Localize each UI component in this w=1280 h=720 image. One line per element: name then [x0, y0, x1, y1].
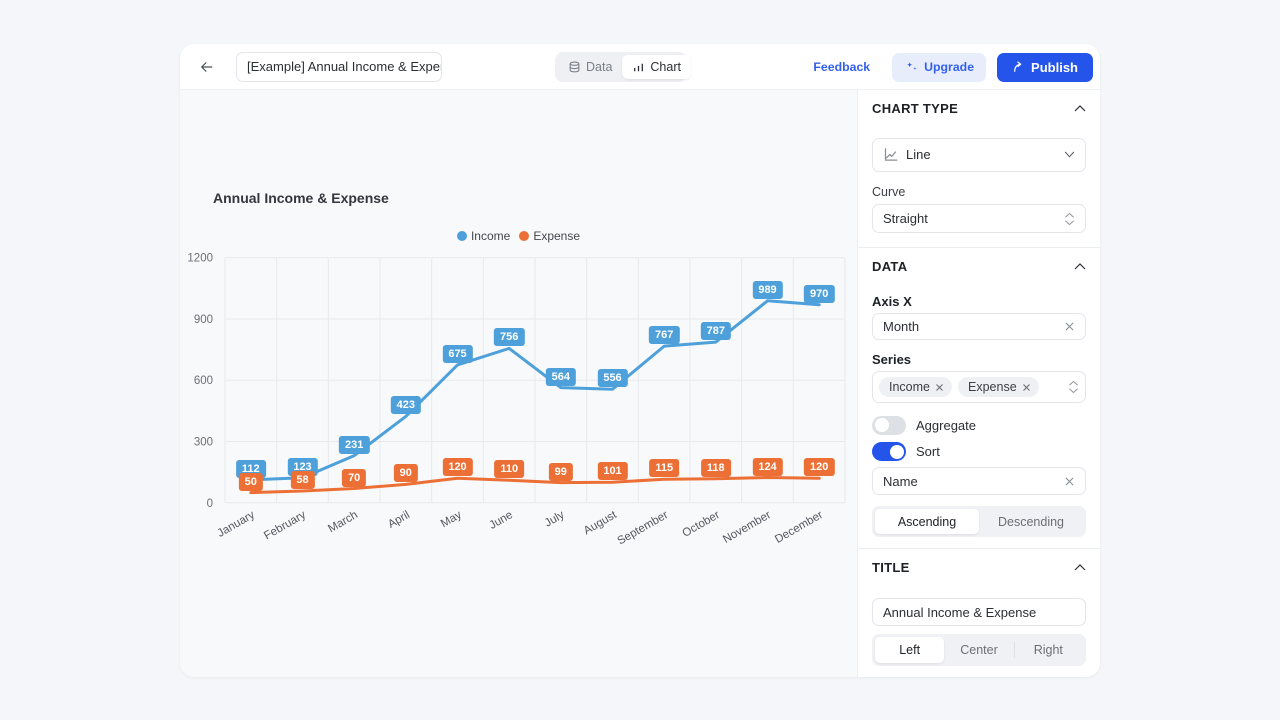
svg-text:1200: 1200 [187, 253, 213, 265]
svg-text:0: 0 [207, 498, 213, 510]
svg-text:600: 600 [194, 375, 213, 387]
svg-text:300: 300 [194, 437, 213, 449]
svg-text:900: 900 [194, 314, 213, 326]
